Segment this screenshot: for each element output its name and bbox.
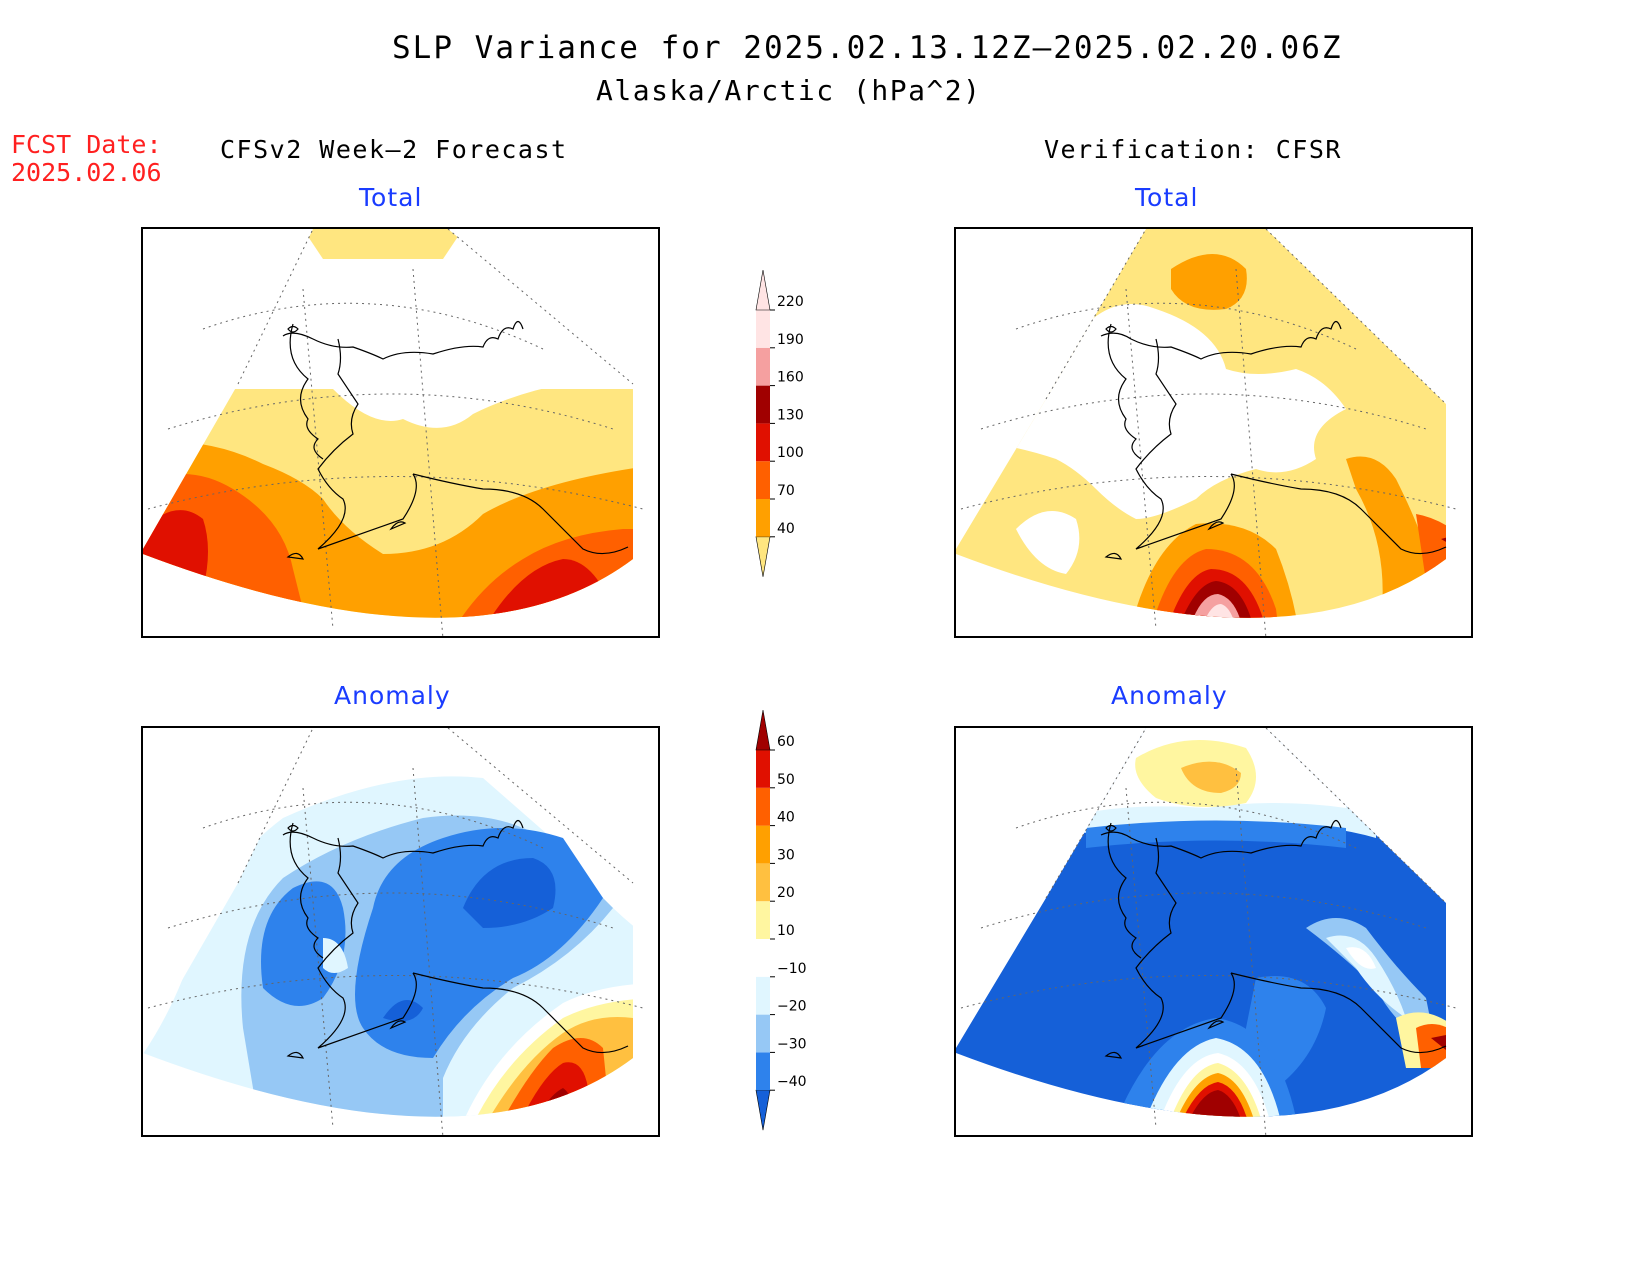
anomaly-colorbar-tick-label: 10 [777,923,795,939]
contour-70-100-north [1171,254,1247,310]
total-colorbar-tick-label: 190 [777,332,804,348]
contour-20-30 [1181,761,1241,793]
total-colorbar-tick-label: 160 [777,370,804,386]
forecast-anomaly-title: Anomaly [334,681,451,710]
anomaly-colorbar-tick-label: 20 [777,885,795,901]
total-colorbar-box [756,461,770,499]
anomaly-colorbar-box [756,825,770,864]
figure-title: SLP Variance for 2025.02.13.12Z–2025.02.… [392,30,1343,66]
coastline [1100,320,1447,560]
contour-minus30-minus40-west [261,881,346,1006]
graticule [147,229,644,636]
anomaly-colorbar-tick-label: 30 [777,847,795,863]
total-colorbar-tick-label: 220 [777,294,804,310]
fcst-date-value: 2025.02.06 [11,158,162,187]
anomaly-colorbar-box [756,787,770,826]
anomaly-colorbar-tick-label: 40 [777,810,795,826]
verification-total-title: Total [1135,183,1199,212]
anomaly-colorbar-box [756,863,770,902]
forecast-total-title: Total [359,183,423,212]
total-colorbar-box [756,423,770,462]
anomaly-colorbar-tick-label: 60 [777,734,795,750]
anomaly-colorbar-tick-label: −30 [777,1036,807,1052]
total-colorbar-lower-extension [755,536,771,577]
anomaly-colorbar-box [756,1052,770,1091]
total-colorbar-upper-extension [755,269,771,311]
verification-anomaly-map-svg [956,728,1457,1135]
anomaly-colorbar-box [756,1014,770,1053]
forecast-anomaly-map-svg [143,728,644,1135]
anomaly-colorbar-box [756,939,770,977]
fcst-date-label: FCST Date: [11,130,162,159]
forecast-anomaly-map [141,726,660,1137]
total-colorbar-box [756,385,770,424]
total-colorbar-tick-label: 70 [777,483,795,499]
verification-column-header: Verification: CFSR [1044,135,1342,164]
total-colorbar-box [756,499,770,537]
graticule [960,229,1457,636]
anomaly-colorbar-tick-label: −40 [777,1074,807,1090]
anomaly-colorbar-tick-label: −20 [777,999,807,1015]
verification-total-map-svg [956,229,1457,636]
coastline [282,320,629,560]
graticule [147,728,644,1135]
figure-subtitle: Alaska/Arctic (hPa^2) [596,74,982,107]
anomaly-colorbar-lower-extension [755,1089,771,1131]
graticule [960,728,1457,1135]
forecast-total-map [141,227,660,638]
forecast-total-map-svg [143,229,644,636]
total-colorbar-tick-label: 100 [777,445,804,461]
verification-anomaly-map [954,726,1473,1137]
coastline [1100,819,1447,1059]
total-colorbar-tick-label: 130 [777,407,804,423]
coastline [282,819,629,1059]
anomaly-colorbar-tick-label: 50 [777,772,795,788]
verification-total-map [954,227,1473,638]
anomaly-colorbar-upper-extension [755,709,771,751]
total-colorbar-box [756,310,770,348]
verification-anomaly-title: Anomaly [1111,681,1228,710]
anomaly-colorbar-tick-label: −10 [777,961,807,977]
contour-below-minus40 [463,858,556,928]
anomaly-colorbar-box [756,750,770,788]
anomaly-colorbar: −40 −30 −20 −10 10 20 30 40 50 60 [755,709,807,1131]
total-colorbar-tick-label: 40 [777,521,795,537]
anomaly-colorbar-box [756,976,770,1015]
total-colorbar-box [756,347,770,386]
total-colorbar: 40 70 100 130 160 190 220 [755,269,804,577]
anomaly-colorbar-box [756,901,770,939]
forecast-column-header: CFSv2 Week–2 Forecast [220,135,568,164]
contour-40-70-north [303,229,463,259]
